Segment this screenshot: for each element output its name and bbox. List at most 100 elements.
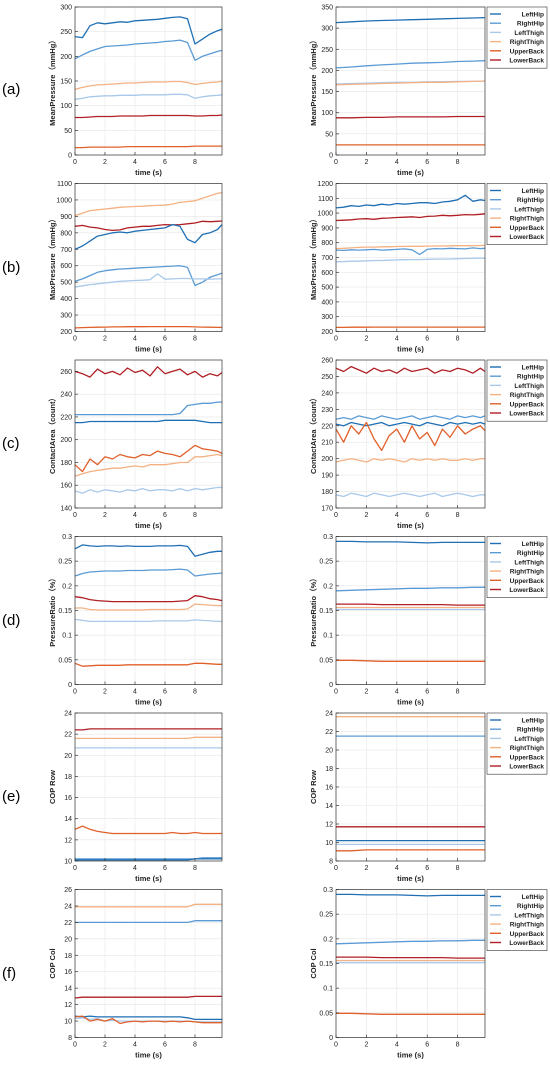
panel-label-e: (e) xyxy=(2,788,20,805)
x-tick-label: 6 xyxy=(163,512,167,519)
series-line-righthip xyxy=(75,920,222,924)
legend-box xyxy=(486,6,548,69)
y-tick-label: 230 xyxy=(321,407,333,414)
legend-label-lefthip: LeftHip xyxy=(522,12,544,19)
y-tick-label: 1000 xyxy=(317,211,333,218)
y-tick-label: 700 xyxy=(60,247,72,254)
series-line-upperback xyxy=(74,325,222,329)
series-line-upperback xyxy=(74,662,222,667)
series-line-righthip xyxy=(75,857,222,860)
y-axis-label: COP Row xyxy=(309,770,318,804)
legend-label-leftthigh: LeftThigh xyxy=(514,559,544,566)
series-line-lefthip xyxy=(74,223,223,250)
y-tick-label: 250 xyxy=(321,374,333,381)
x-tick-label: 0 xyxy=(334,512,338,519)
y-axis-label: MaxPressure（mmHg） xyxy=(308,215,318,300)
x-tick-label: 8 xyxy=(456,1042,460,1049)
y-tick-label: 300 xyxy=(321,314,333,321)
legend-label-rightthigh: RightThigh xyxy=(510,216,544,223)
y-tick-label: 10 xyxy=(325,840,333,847)
legend-label-lowerback: LowerBack xyxy=(509,58,544,65)
x-tick-label: 2 xyxy=(364,1042,368,1049)
legend-box xyxy=(486,359,548,422)
x-tick-label: 2 xyxy=(364,512,368,519)
series-line-rightthigh xyxy=(74,191,223,217)
x-tick-label: 0 xyxy=(73,865,77,872)
legend-label-rightthigh: RightThigh xyxy=(510,745,544,752)
y-tick-label: 200 xyxy=(60,437,72,444)
y-tick-label: 0.3 xyxy=(323,534,333,541)
x-tick-label: 8 xyxy=(456,865,460,872)
legend-label-leftthigh: LeftThigh xyxy=(514,736,544,743)
y-tick-label: 22 xyxy=(64,920,72,927)
plot-frame xyxy=(335,6,486,156)
y-tick-label: 200 xyxy=(60,54,72,61)
legend-label-rightthigh: RightThigh xyxy=(510,39,544,46)
plot-frame xyxy=(335,359,486,509)
x-tick-label: 6 xyxy=(425,1042,429,1049)
series-line-lowerback xyxy=(336,115,485,119)
series-line-righthip xyxy=(335,939,485,945)
series-line-lefthip xyxy=(74,16,223,45)
series-line-lefthip xyxy=(75,419,222,424)
x-axis-label: time (s) xyxy=(397,345,424,354)
chart-2-0: 140 160 180 200 220 240 260 0 2 4 6 8 time (s) Contac… xyxy=(47,359,223,530)
y-tick-label: 400 xyxy=(60,296,72,303)
legend-label-lowerback: LowerBack xyxy=(509,411,544,418)
y-tick-label: 12 xyxy=(64,1002,72,1009)
y-tick-label: 200 xyxy=(60,329,72,336)
series-line-lefthip xyxy=(336,540,485,544)
y-tick-label: 400 xyxy=(321,299,333,306)
plot-frame xyxy=(74,359,223,509)
x-axis-label: time (s) xyxy=(397,698,424,707)
x-tick-label: 2 xyxy=(103,865,107,872)
y-tick-label: 18 xyxy=(325,766,333,773)
y-axis-label: ContactArea（count） xyxy=(47,394,57,474)
legend-box xyxy=(486,536,548,599)
legend: LeftHip RightHip LeftThigh RightThigh UpperB… xyxy=(486,183,548,246)
y-tick-label: 0 xyxy=(68,682,72,689)
series-line-lowerback xyxy=(74,366,223,378)
series-line-leftthigh xyxy=(335,257,485,263)
series-line-righthip xyxy=(74,568,223,577)
y-tick-label: 0.2 xyxy=(62,583,72,590)
series-line-righthip xyxy=(74,265,223,287)
x-tick-label: 4 xyxy=(395,512,399,519)
y-tick-label: 1100 xyxy=(318,196,333,203)
series-line-lowerback xyxy=(336,603,485,606)
legend: LeftHip RightHip LeftThigh RightThigh UpperB… xyxy=(486,889,548,952)
y-tick-label: 100 xyxy=(321,110,333,117)
y-tick-label: 150 xyxy=(321,89,333,96)
x-tick-label: 8 xyxy=(193,512,197,519)
series-line-lefthip xyxy=(335,194,486,209)
y-tick-label: 0 xyxy=(68,153,72,160)
x-axis-label: time (s) xyxy=(397,521,424,530)
legend-label-righthip: RightHip xyxy=(517,903,544,910)
chart-3-1: 0 0.05 0.1 0.15 0.2 0.25 0.3 0 2 4 6 8 time (s) Press… xyxy=(308,534,548,707)
y-tick-label: 0.25 xyxy=(319,559,333,566)
y-axis-label: MaxPressure（mmHg） xyxy=(47,215,57,300)
x-tick-label: 0 xyxy=(334,336,338,343)
x-tick-label: 8 xyxy=(456,336,460,343)
y-tick-label: 24 xyxy=(64,903,72,910)
y-tick-label: 260 xyxy=(60,369,72,376)
y-tick-label: 240 xyxy=(60,392,72,399)
x-tick-label: 8 xyxy=(193,1042,197,1049)
y-tick-label: 0.05 xyxy=(319,1010,333,1017)
legend-label-upperback: UpperBack xyxy=(510,754,545,761)
legend-label-upperback: UpperBack xyxy=(510,578,545,585)
y-tick-label: 200 xyxy=(321,456,333,463)
x-tick-label: 4 xyxy=(395,159,399,166)
x-tick-label: 2 xyxy=(364,159,368,166)
legend-label-leftthigh: LeftThigh xyxy=(514,383,544,390)
series-line-upperback xyxy=(74,444,223,473)
x-tick-label: 4 xyxy=(133,512,137,519)
y-tick-label: 0.25 xyxy=(58,559,72,566)
legend-label-lefthip: LeftHip xyxy=(522,188,544,195)
x-tick-label: 0 xyxy=(334,865,338,872)
x-tick-label: 0 xyxy=(73,159,77,166)
y-tick-label: 140 xyxy=(60,506,72,513)
series-line-upperback xyxy=(75,145,222,149)
